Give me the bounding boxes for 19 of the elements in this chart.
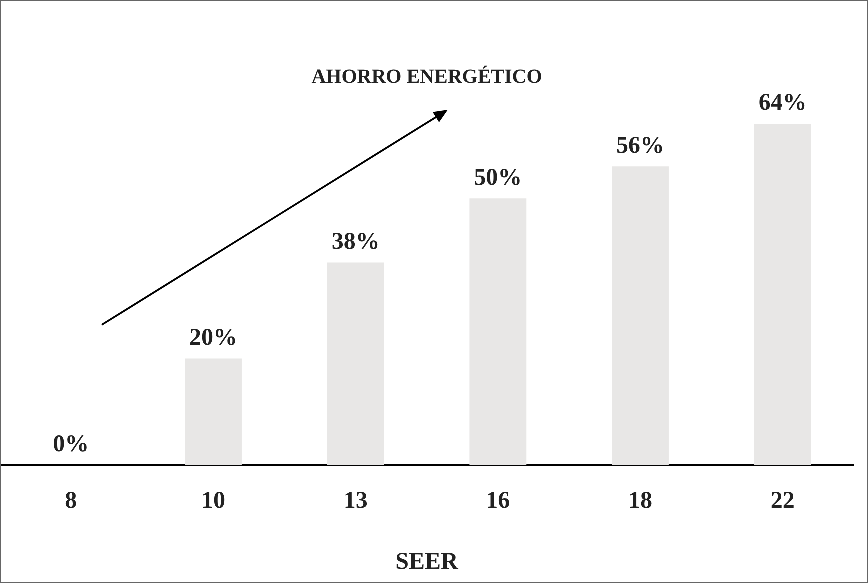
data-label: 64% [758, 90, 807, 116]
x-tick-label: 10 [202, 488, 226, 514]
data-label: 38% [332, 228, 380, 255]
bar [754, 124, 812, 466]
data-label: 20% [190, 324, 238, 351]
x-tick-label: 18 [628, 488, 652, 514]
data-label: 50% [474, 164, 522, 191]
bar [612, 166, 669, 466]
data-label: 0% [53, 432, 90, 458]
x-tick-label: 16 [486, 488, 510, 514]
data-label: 56% [616, 132, 664, 159]
bar [327, 262, 384, 466]
x-tick-label: 13 [344, 488, 368, 514]
x-tick-label: 8 [65, 488, 78, 514]
x-axis-title: SEER [396, 548, 460, 575]
x-tick-label: 22 [770, 488, 795, 514]
chart-title: AHORRO ENERGÉTICO [312, 65, 542, 88]
bar [185, 358, 242, 466]
bar [470, 198, 527, 466]
